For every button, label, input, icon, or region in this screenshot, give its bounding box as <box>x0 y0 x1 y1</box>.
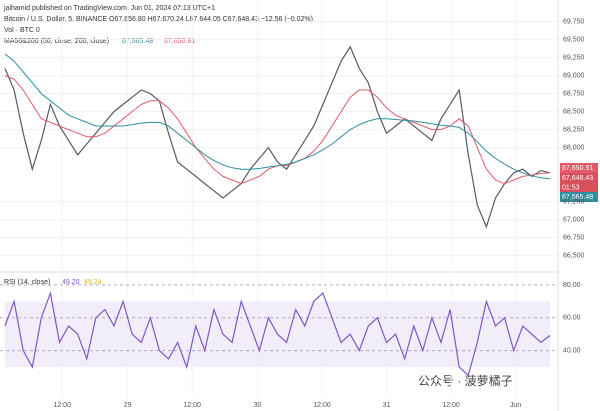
symbol-info: Bitcoin / U.S. Dollar, 5, BINANCE O67,65… <box>4 16 313 23</box>
countdown: 01:53 <box>562 184 580 191</box>
y-tick-label: 60.00 <box>563 315 581 322</box>
ma-info: MA50&200 (50, close, 200, close) <box>4 38 109 45</box>
y-tick-label: 69,250 <box>563 54 585 61</box>
y-tick-label: 69,500 <box>563 36 585 43</box>
rsi-value: 49.24 <box>84 279 102 286</box>
y-tick-label: 66,750 <box>563 234 585 241</box>
series-line <box>4 53 551 180</box>
volume-info: Vol · BTC 0 <box>4 27 40 34</box>
series-line <box>4 45 551 229</box>
price-label: 67,648.43 <box>562 175 593 182</box>
price-tag <box>560 192 598 202</box>
x-tick-label: 31 <box>383 402 391 409</box>
price-label: 67,565.48 <box>562 194 593 201</box>
price-tag <box>560 173 598 183</box>
x-tick-label: 12:00 <box>442 402 460 409</box>
ma-value: 67,565.48 <box>122 38 153 45</box>
x-tick-label: 12:00 <box>183 402 201 409</box>
rsi-title: RSI (14, close) <box>4 279 50 286</box>
y-tick-label: 67,000 <box>563 216 585 223</box>
rsi-value: 49.20 <box>62 279 80 286</box>
x-tick-label: 30 <box>254 402 262 409</box>
x-tick-label: 12:00 <box>313 402 331 409</box>
y-tick-label: 80.00 <box>563 282 581 289</box>
y-tick-label: 67,250 <box>563 198 585 205</box>
y-tick-label: 40.00 <box>563 347 581 354</box>
price-tag <box>560 163 598 173</box>
y-tick-label: 66,500 <box>563 252 585 259</box>
publisher: jaihamid published on TradingView.com, J… <box>3 5 215 12</box>
y-tick-label: 68,750 <box>563 90 585 97</box>
y-tick-label: 68,250 <box>563 126 585 133</box>
y-tick-label: 69,750 <box>563 18 585 25</box>
watermark: 公众号 · 菠萝橘子 <box>418 373 513 388</box>
x-tick-label: Jun <box>510 402 521 409</box>
series-line <box>4 290 551 377</box>
y-tick-label: 69,000 <box>563 72 585 79</box>
y-tick-label: 68,000 <box>563 144 585 151</box>
price-tag <box>560 183 598 192</box>
y-tick-label: 68,500 <box>563 108 585 115</box>
ma-value: 67,650.91 <box>164 38 195 45</box>
x-tick-label: 29 <box>124 402 132 409</box>
x-tick-label: 12:00 <box>53 402 71 409</box>
price-label: 67,650.91 <box>562 165 593 172</box>
